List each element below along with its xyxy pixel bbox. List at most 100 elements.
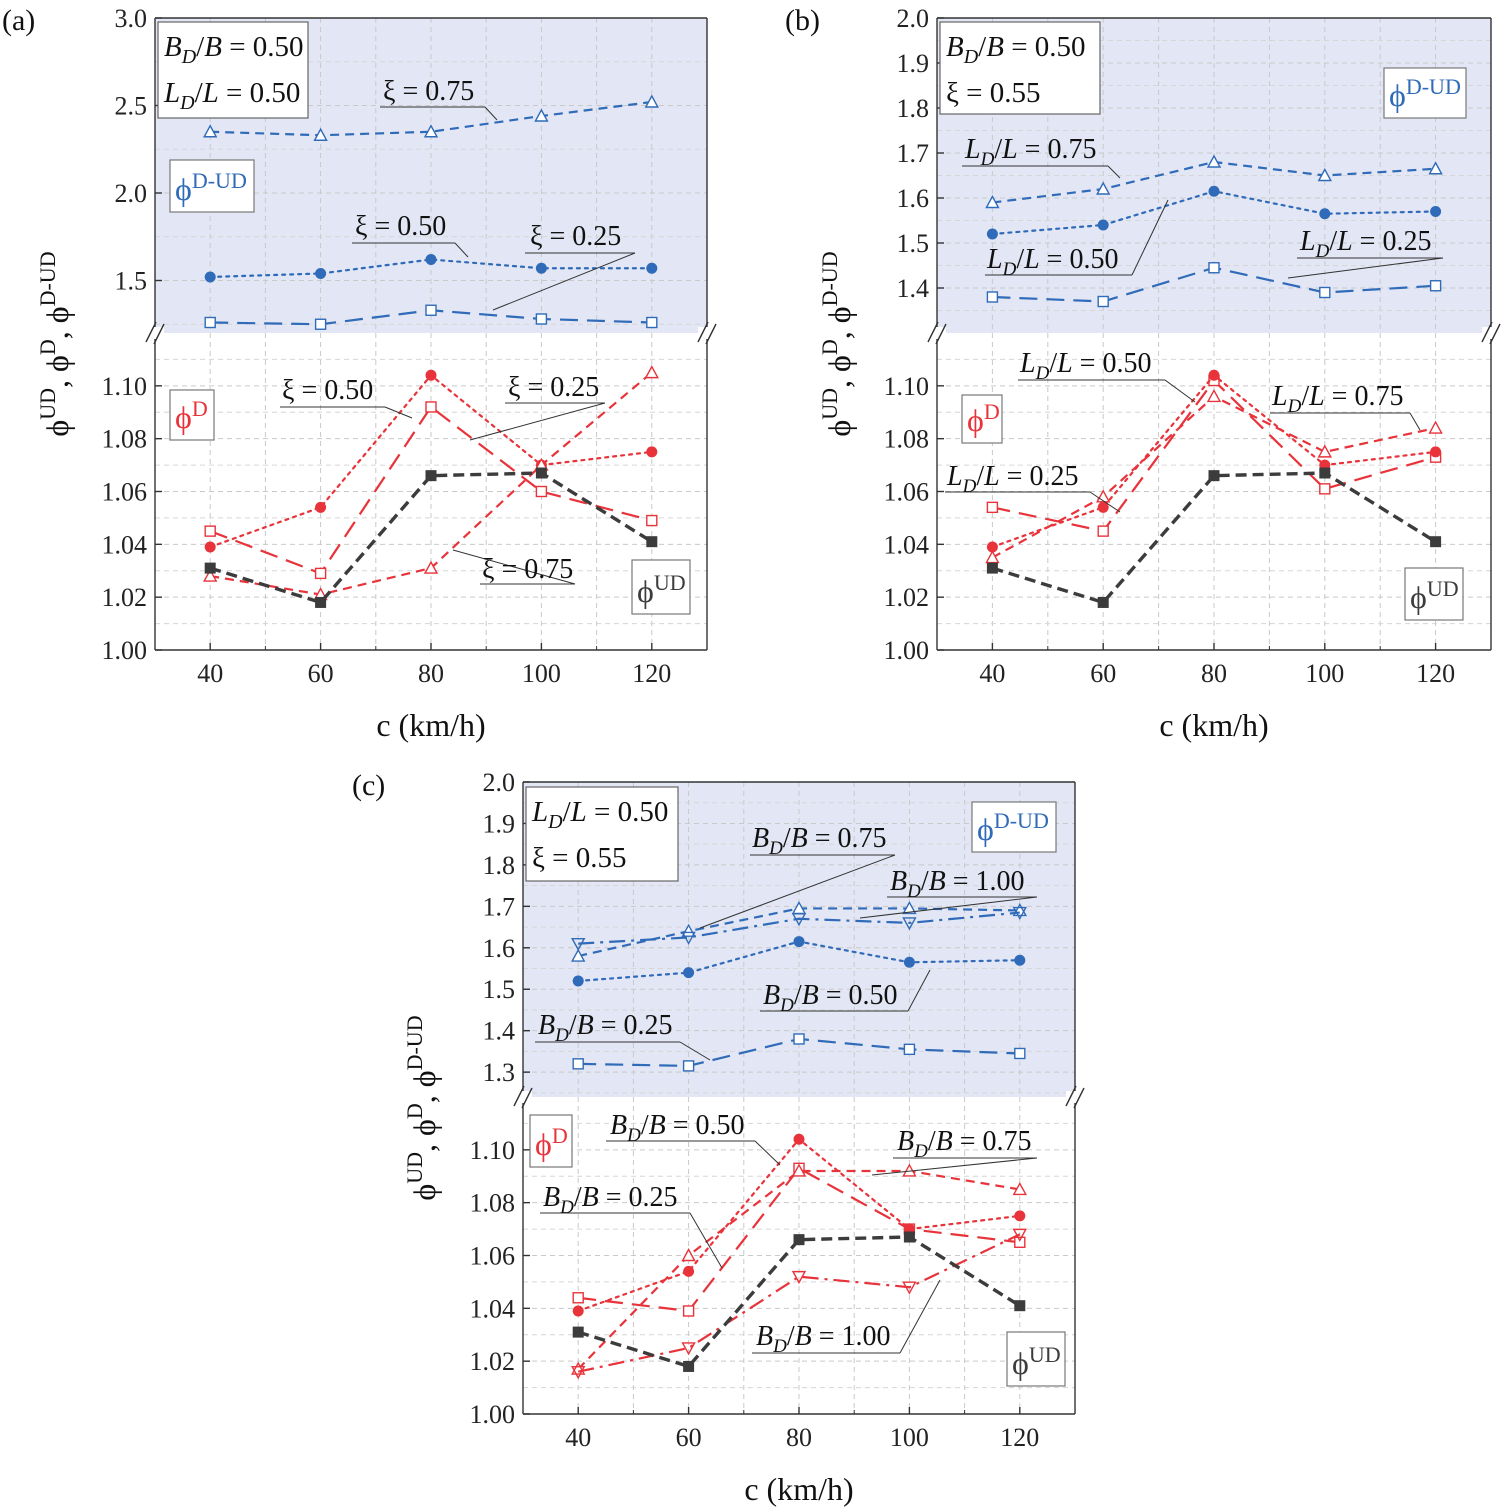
y-tick-label: 1.04: [102, 530, 148, 559]
annotation-label: ξ = 0.50: [282, 375, 373, 406]
data-point: [204, 525, 216, 537]
series-D-UD-LDL0.75: [985, 154, 1443, 209]
data-point: [571, 937, 586, 952]
y-tick-label: 1.8: [897, 94, 930, 123]
data-point: [1097, 501, 1109, 513]
axis-break-gap: [514, 1091, 532, 1103]
y-tick-label: 2.0: [897, 4, 930, 33]
series-line: [991, 471, 1437, 605]
y-tick-label: 1.4: [897, 274, 930, 303]
annotation-leader: [689, 1212, 723, 1269]
data-point: [203, 124, 218, 138]
data-point: [646, 262, 658, 274]
data-point: [644, 94, 659, 108]
x-axis-title: c (km/h): [376, 707, 485, 743]
axis-break-mark: [153, 323, 165, 345]
label-phi-d-ud-box: [1383, 67, 1467, 119]
label-phi-d: ϕD: [175, 396, 208, 435]
data-point: [204, 316, 216, 329]
data-point: [903, 1231, 915, 1243]
series-UD-UD: [986, 467, 1442, 608]
data-point: [986, 291, 999, 303]
parameter-box: [525, 786, 679, 882]
data-point: [902, 917, 917, 931]
series-UD-UD: [572, 1231, 1026, 1372]
data-point: [793, 936, 805, 948]
y-tick-label: 1.10: [470, 1136, 516, 1165]
annotation-label: BD/B = 0.25: [538, 1010, 673, 1046]
panel-label: (b): [785, 4, 820, 37]
annotation-leader: [1089, 491, 1121, 513]
annotation-label: BD/B = 1.00: [756, 1321, 891, 1357]
series-line: [209, 258, 653, 279]
axis-break-gap: [928, 327, 946, 339]
y-tick-label: 1.9: [897, 49, 930, 78]
annotation-leader: [679, 1041, 711, 1061]
y-tick-label: 1.8: [483, 851, 516, 880]
x-tick-label: 120: [1000, 1423, 1039, 1452]
data-point: [1014, 1210, 1026, 1222]
data-point: [1430, 446, 1442, 458]
y-tick-label: 1.02: [470, 1347, 516, 1376]
data-point: [793, 1033, 805, 1045]
data-point: [1096, 181, 1111, 195]
data-point: [681, 1342, 696, 1356]
data-point: [682, 1060, 695, 1072]
data-point: [985, 550, 1000, 564]
series-D-0.75: [203, 365, 659, 601]
data-point: [315, 596, 327, 608]
y-tick-label: 1.6: [483, 934, 516, 963]
axis-break-mark: [705, 323, 717, 345]
series-line: [577, 1235, 1021, 1369]
parameter-text: ξ = 0.55: [532, 842, 627, 874]
data-point: [535, 262, 547, 274]
y-tick-label: 1.9: [483, 809, 516, 838]
x-axis-title: c (km/h): [744, 1471, 853, 1507]
data-point: [313, 127, 328, 141]
y-tick-label: 1.08: [470, 1189, 516, 1218]
annotation-leader: [754, 1140, 781, 1166]
axis-break-mark: [145, 321, 157, 343]
series-D-UD-LDL0.25: [986, 262, 1442, 308]
data-point: [314, 318, 327, 330]
annotation-label: LD/L = 0.50: [986, 244, 1118, 280]
annotation-label: BD/B = 0.50: [763, 980, 898, 1016]
annotation-leader: [871, 1157, 1038, 1176]
x-tick-label: 60: [676, 1423, 702, 1452]
data-point: [425, 470, 437, 482]
y-tick-label: 1.06: [470, 1242, 516, 1271]
data-point: [1012, 906, 1027, 921]
data-point: [791, 1270, 807, 1285]
data-point: [683, 967, 695, 979]
axis-break-mark: [1065, 1085, 1077, 1107]
data-point: [1097, 295, 1109, 308]
data-point: [1014, 1236, 1026, 1248]
data-point: [204, 562, 216, 574]
data-point: [423, 560, 439, 574]
data-point: [1014, 954, 1026, 966]
data-point: [1430, 536, 1442, 548]
y-axis-title: ϕUD, ϕD, ϕD-UD: [402, 1015, 442, 1200]
data-point: [572, 1292, 584, 1304]
axis-break-gap: [698, 327, 716, 339]
data-point: [425, 304, 437, 316]
y-tick-label: 1.10: [884, 372, 930, 401]
panel-label: (c): [352, 769, 385, 802]
data-point: [572, 975, 584, 987]
x-tick-label: 40: [979, 659, 1005, 688]
data-point: [1012, 1228, 1027, 1242]
annotation-leader: [384, 406, 413, 419]
label-phi-d-box: [169, 389, 215, 441]
label-phi-d-ud: ϕD-UD: [1389, 74, 1461, 113]
series-D-UD-BDB1.00: [571, 906, 1027, 952]
data-point: [646, 536, 658, 548]
series-D-UD-BDB0.25: [572, 1033, 1026, 1072]
annotation-leader: [492, 252, 636, 311]
series-line: [209, 405, 653, 575]
annotation-leader: [699, 854, 896, 929]
label-phi-ud-box: [1006, 1331, 1066, 1387]
parameter-box: [939, 21, 1101, 115]
data-point: [986, 541, 998, 553]
axis-break-gap: [1482, 327, 1500, 339]
y-tick-label: 3.0: [115, 4, 148, 33]
